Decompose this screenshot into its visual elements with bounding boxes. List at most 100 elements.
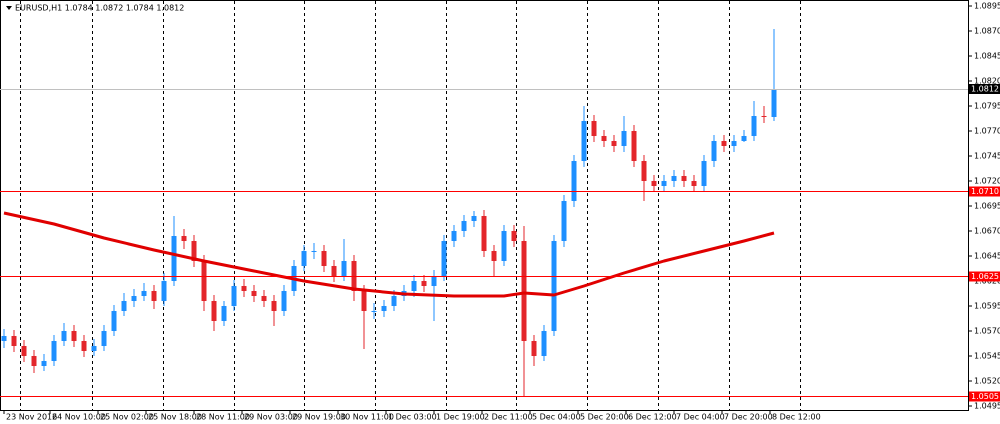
candle-body <box>771 89 777 117</box>
candle-body <box>651 181 657 186</box>
candle-body <box>391 296 397 306</box>
level-label-bg <box>969 186 1000 197</box>
candle-body <box>641 161 647 181</box>
candle-body <box>11 336 17 346</box>
candle-body <box>521 241 527 341</box>
candle-body <box>501 231 507 261</box>
x-tick-label: 1 Dec 19:00 <box>436 413 485 422</box>
plot-frame <box>0 0 969 411</box>
x-tick-label: 28 Nov 11:00 <box>196 413 250 422</box>
y-tick-label: 1.0720 <box>974 177 1000 186</box>
candle-body <box>161 281 167 301</box>
candle-body <box>681 176 687 181</box>
candle-body <box>1 336 7 341</box>
candle-body <box>491 251 497 261</box>
y-tick-label: 1.0870 <box>974 27 1000 36</box>
candle-body <box>541 331 547 356</box>
candle-body <box>431 276 437 286</box>
candle-body <box>211 301 217 321</box>
level-label-bg <box>969 391 1000 402</box>
y-tick-label: 1.0745 <box>974 152 1000 161</box>
candle-body <box>551 241 557 331</box>
candle-body <box>71 331 77 341</box>
x-tick-label: 7 Dec 04:00 <box>676 413 725 422</box>
candle-body <box>91 346 97 351</box>
x-tick-label: 5 Dec 20:00 <box>580 413 629 422</box>
candle-body <box>221 306 227 321</box>
y-tick-label: 1.0795 <box>974 102 1000 111</box>
candle-body <box>481 216 487 251</box>
candle-body <box>61 331 67 341</box>
x-tick-label: 29 Nov 03:00 <box>244 413 298 422</box>
level-label-bg <box>969 271 1000 282</box>
y-tick-label: 1.0545 <box>974 352 1000 361</box>
x-tick-label: 6 Dec 12:00 <box>628 413 677 422</box>
candle-body <box>471 216 477 221</box>
y-tick-label: 1.0645 <box>974 252 1000 261</box>
y-tick-label: 1.0520 <box>974 377 1000 386</box>
y-tick-label: 1.0770 <box>974 127 1000 136</box>
candle-body <box>751 116 757 136</box>
candle-body <box>311 251 317 252</box>
candle-body <box>81 341 87 351</box>
candle-body <box>281 291 287 311</box>
candle-body <box>51 341 57 361</box>
candle-body <box>761 116 767 117</box>
y-tick-label: 1.0895 <box>974 2 1000 11</box>
candle-body <box>321 251 327 266</box>
candle-body <box>101 331 107 346</box>
candle-body <box>571 161 577 201</box>
x-tick-label: 8 Dec 12:00 <box>772 413 821 422</box>
x-tick-label: 5 Dec 04:00 <box>532 413 581 422</box>
current-price-label: 1.0812 <box>971 85 999 94</box>
x-tick-label: 24 Nov 10:00 <box>52 413 106 422</box>
candle-body <box>631 131 637 161</box>
level-label: 1.0710 <box>971 187 999 196</box>
candle-body <box>461 221 467 231</box>
candle-body <box>441 241 447 276</box>
candle-body <box>251 291 257 296</box>
candle-body <box>421 281 427 286</box>
moving-average <box>3 211 775 298</box>
candle-body <box>531 341 537 356</box>
x-tick-label: 25 Nov 18:00 <box>148 413 202 422</box>
x-tick-label: 29 Nov 19:00 <box>292 413 346 422</box>
x-tick-label: 23 Nov 2016 <box>6 413 57 422</box>
candle-body <box>711 141 717 161</box>
candle-body <box>371 311 377 312</box>
y-tick-label: 1.0820 <box>974 77 1000 86</box>
candle-body <box>381 306 387 311</box>
candle-body <box>621 131 627 146</box>
candle-body <box>181 236 187 241</box>
candle-body <box>731 141 737 146</box>
candle-body <box>671 176 677 181</box>
x-tick-label: 1 Dec 03:00 <box>388 413 437 422</box>
candle-body <box>561 201 567 241</box>
candle-body <box>261 296 267 301</box>
y-tick-label: 1.0495 <box>974 402 1000 411</box>
candle-body <box>111 311 117 331</box>
candle-body <box>661 181 667 186</box>
candle-body <box>271 301 277 311</box>
candle-body <box>361 291 367 311</box>
menu-triangle <box>6 6 12 10</box>
chart-title: EURUSD,H1 1.0784 1.0872 1.0784 1.0812 <box>15 4 184 13</box>
candle-body <box>591 121 597 136</box>
candle-body <box>581 121 587 161</box>
x-tick-label: 7 Dec 20:00 <box>724 413 773 422</box>
candle-body <box>31 356 37 366</box>
candle-body <box>741 136 747 141</box>
candle-body <box>141 291 147 296</box>
candle-body <box>41 361 47 366</box>
candle-body <box>151 291 157 301</box>
candle-body <box>121 301 127 311</box>
y-tick-label: 1.0695 <box>974 202 1000 211</box>
level-label: 1.0505 <box>971 392 999 401</box>
y-tick-label: 1.0595 <box>974 302 1000 311</box>
candle-body <box>721 141 727 146</box>
x-tick-label: 25 Nov 02:00 <box>100 413 154 422</box>
candle-body <box>131 296 137 301</box>
candle-body <box>611 141 617 146</box>
x-tick-label: 2 Dec 11:00 <box>484 413 533 422</box>
